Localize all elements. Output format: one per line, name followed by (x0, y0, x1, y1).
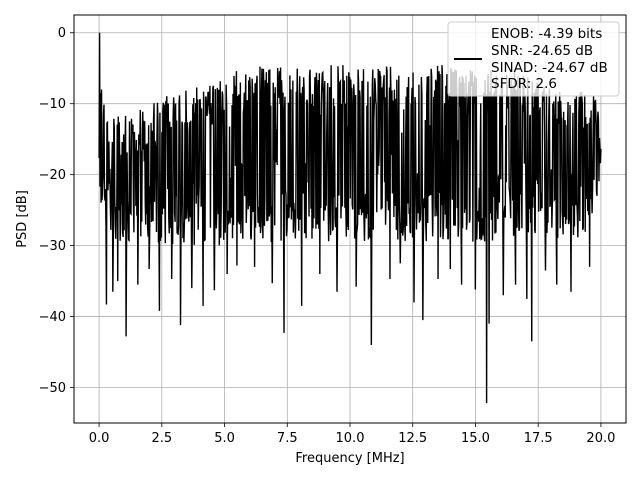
y-tick-label: −20 (39, 168, 66, 183)
legend-enob: ENOB: -4.39 bits (491, 26, 602, 42)
x-tick-label: 7.5 (277, 431, 298, 446)
legend-sinad: SINAD: -24.67 dB (491, 60, 608, 76)
y-axis-label: PSD [dB] (15, 190, 30, 248)
legend: ENOB: -4.39 bits SNR: -24.65 dB SINAD: -… (447, 21, 620, 97)
x-tick-label: 20.0 (586, 431, 615, 446)
y-tick-label: −50 (39, 381, 66, 396)
plot-area (98, 32, 602, 404)
psd-series-line (98, 32, 602, 404)
legend-box (447, 21, 620, 97)
x-axis-label: Frequency [MHz] (295, 451, 404, 466)
x-tick-label: 5.0 (214, 431, 235, 446)
x-tick-label: 0.0 (89, 431, 110, 446)
x-tick-label: 17.5 (524, 431, 553, 446)
y-tick-label: −30 (39, 239, 66, 254)
legend-sfdr: SFDR: 2.6 (491, 76, 557, 92)
y-axis-ticks: 0 −10 −20 −30 −40 −50 (39, 26, 74, 396)
x-axis-ticks: 0.0 2.5 5.0 7.5 10.0 12.5 15.0 17.5 20.0 (89, 423, 615, 446)
y-tick-label: 0 (58, 26, 66, 41)
x-tick-label: 15.0 (461, 431, 490, 446)
x-tick-label: 2.5 (151, 431, 172, 446)
x-tick-label: 10.0 (336, 431, 365, 446)
y-tick-label: −40 (39, 310, 66, 325)
legend-snr: SNR: -24.65 dB (491, 43, 593, 59)
x-tick-label: 12.5 (398, 431, 427, 446)
y-tick-label: −10 (39, 97, 66, 112)
